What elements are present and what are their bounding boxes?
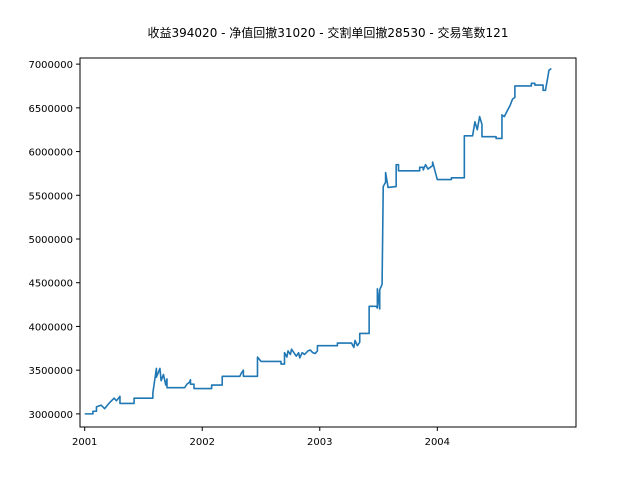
y-axis: 3000000 3500000 4000000 4500000 5000000 55000… xyxy=(28,60,80,421)
x-tick-label: 2002 xyxy=(190,437,215,448)
series-layer xyxy=(84,67,552,415)
y-tick-label: 5500000 xyxy=(28,191,73,202)
chart-title: 收益394020 - 净值回撤31020 - 交割单回撤28530 - 交易笔数… xyxy=(148,25,509,40)
x-tick-label: 2004 xyxy=(425,437,450,448)
x-tick-label: 2001 xyxy=(72,437,97,448)
y-tick-label: 5000000 xyxy=(28,235,73,246)
equity-series-line xyxy=(84,67,552,415)
y-tick-label: 6000000 xyxy=(28,148,73,159)
x-axis: 2001 2002 2003 2004 xyxy=(72,427,450,448)
y-tick-label: 6500000 xyxy=(28,104,73,115)
plot-area-frame xyxy=(79,57,577,428)
x-tick-label: 2003 xyxy=(307,437,332,448)
y-tick-label: 3500000 xyxy=(28,366,73,377)
y-tick-label: 4000000 xyxy=(28,322,73,333)
y-tick-label: 3000000 xyxy=(28,410,73,421)
y-tick-label: 7000000 xyxy=(28,60,73,71)
y-tick-label: 4500000 xyxy=(28,279,73,290)
